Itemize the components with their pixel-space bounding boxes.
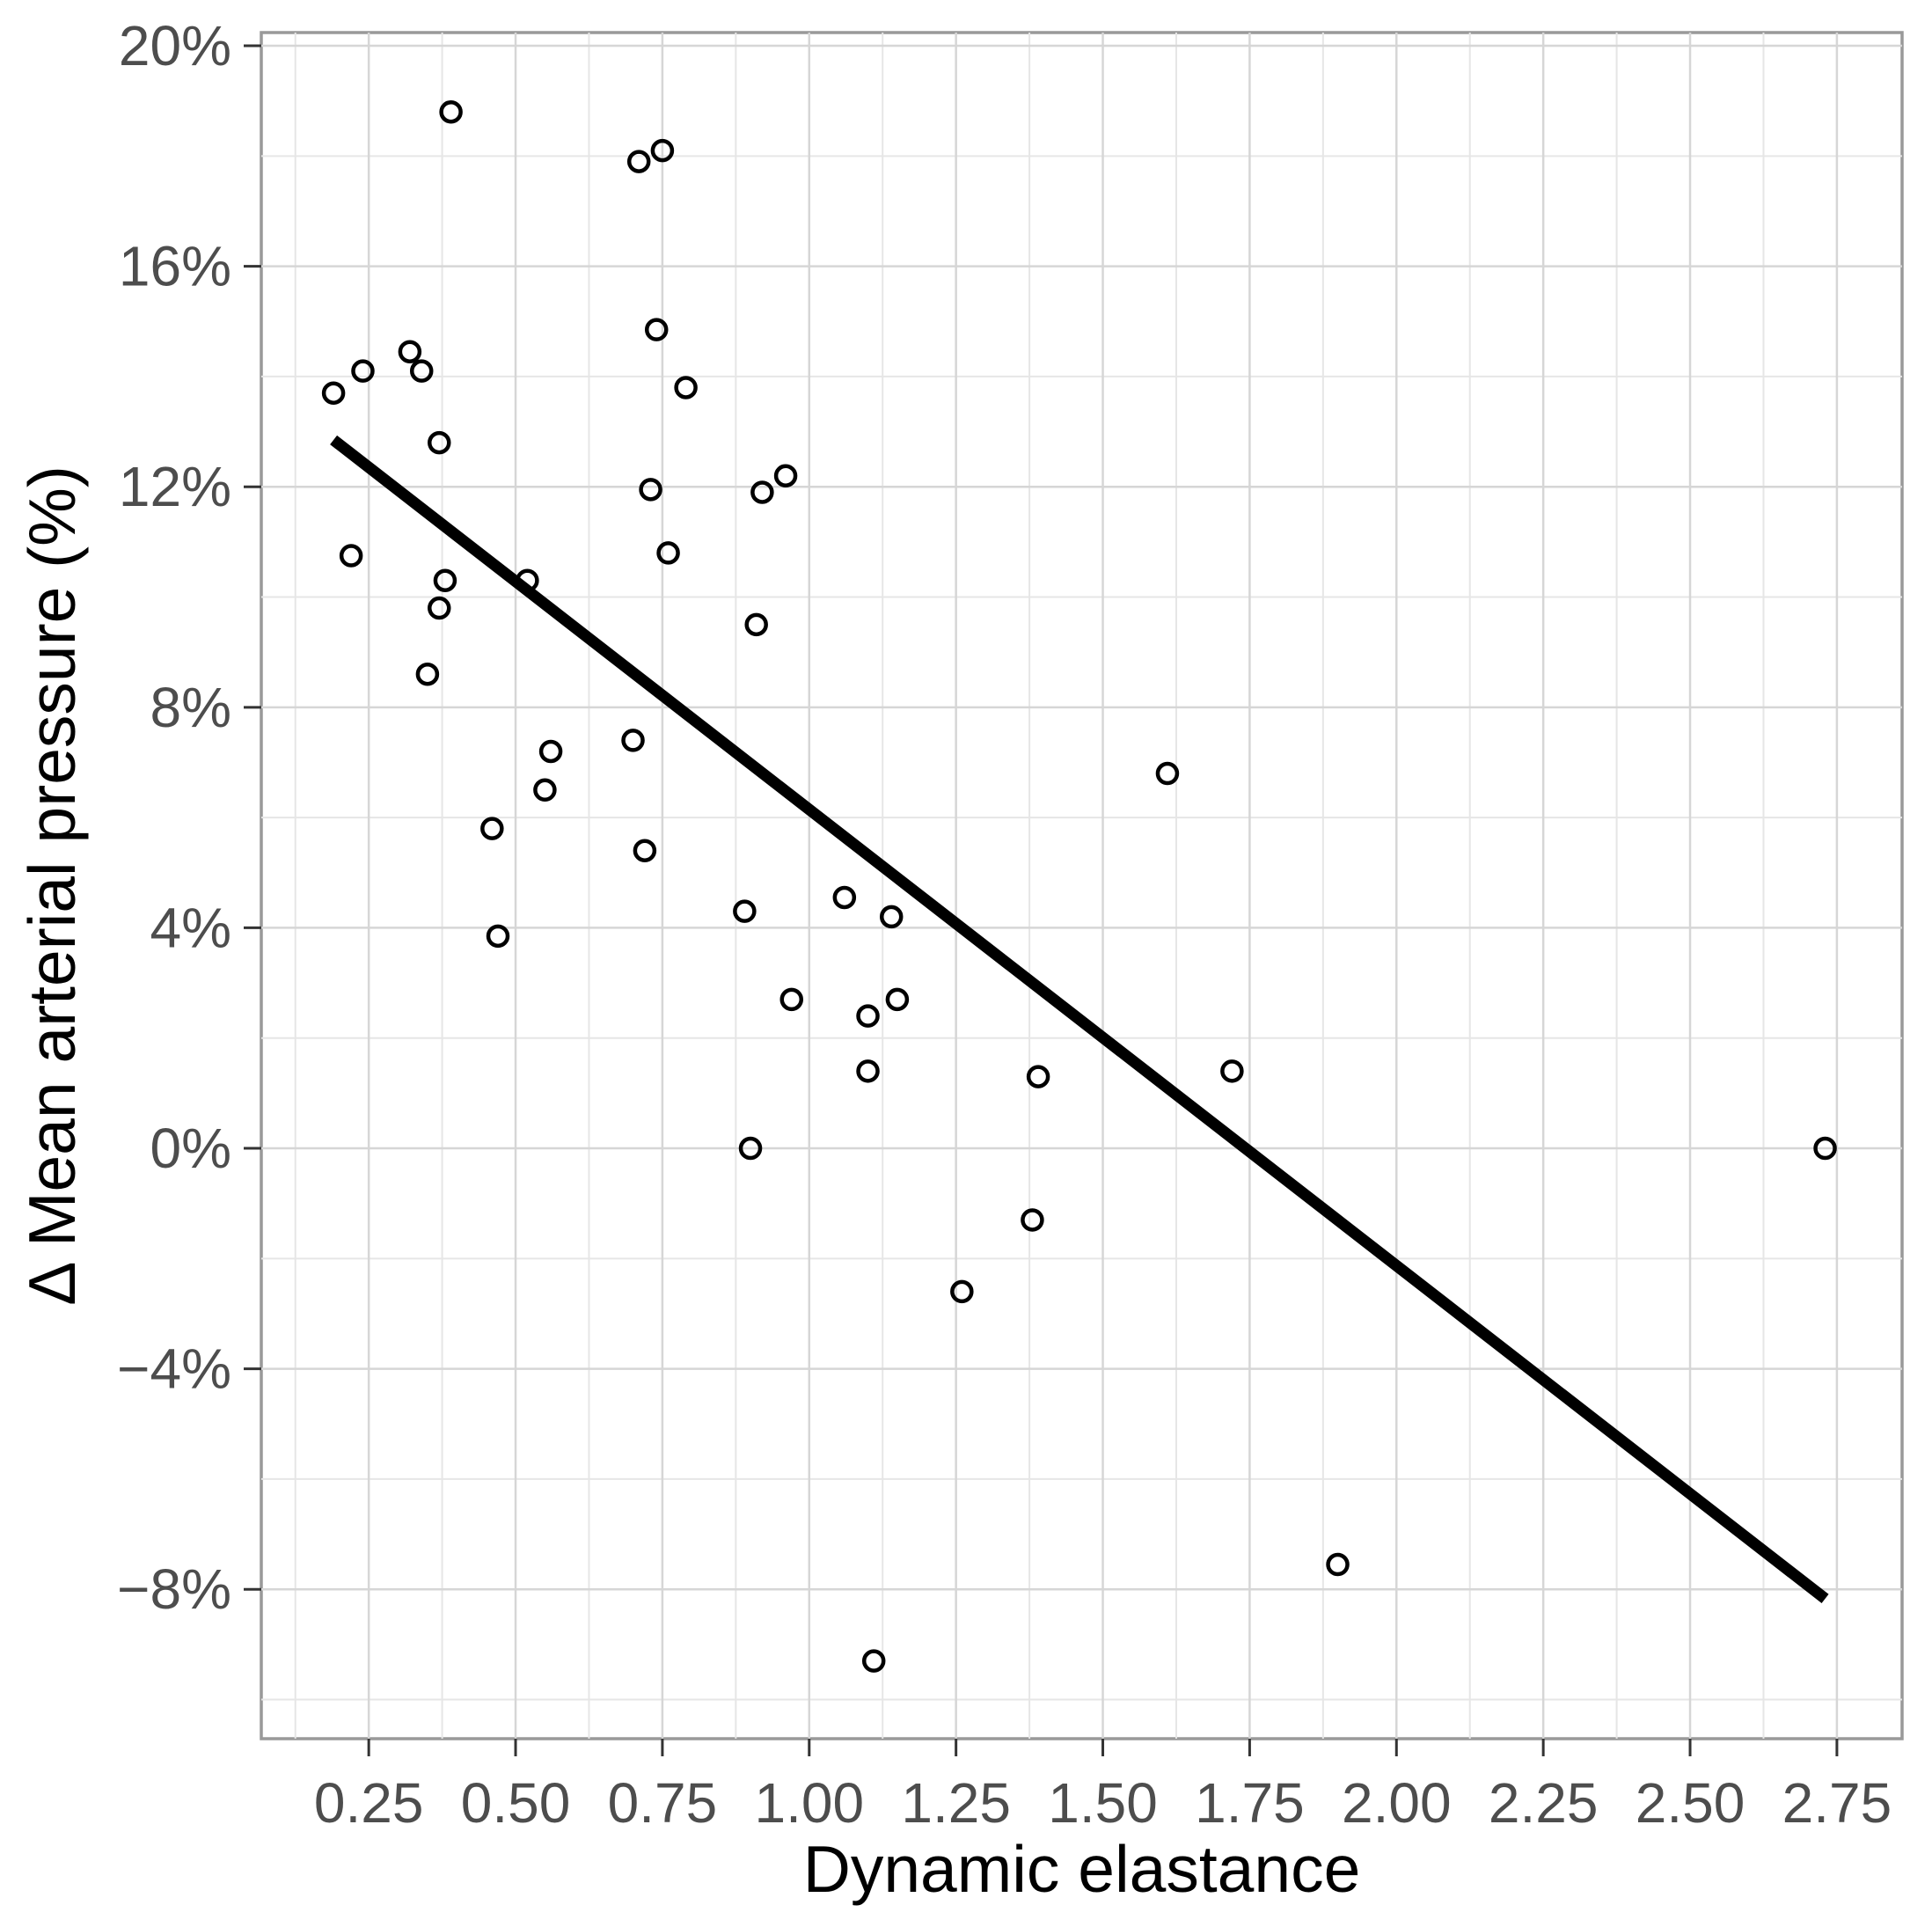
data-point (516, 568, 539, 592)
data-point (439, 99, 463, 124)
y-tick-label: 20% (119, 14, 231, 77)
y-tick-label: −8% (117, 1557, 231, 1621)
x-tick-label: 2.75 (1782, 1771, 1892, 1835)
x-tick-label: 2.00 (1342, 1771, 1452, 1835)
data-point (773, 464, 798, 487)
x-tick-label: 0.25 (314, 1771, 424, 1835)
data-point (879, 905, 904, 929)
data-point (950, 1279, 974, 1304)
data-point (750, 480, 774, 504)
x-tick-label: 2.25 (1489, 1771, 1599, 1835)
data-point (885, 987, 910, 1012)
data-point (626, 150, 651, 173)
data-point (744, 612, 768, 637)
data-point (656, 541, 680, 565)
data-point (674, 376, 698, 399)
data-point (398, 340, 422, 363)
data-point (644, 318, 669, 341)
x-axis-title: Dynamic elastance (803, 1832, 1361, 1906)
data-point (1026, 1065, 1050, 1088)
data-point (639, 478, 662, 502)
gridlines (261, 33, 1902, 1739)
data-point (433, 568, 457, 592)
data-point (738, 1136, 763, 1161)
data-point (415, 662, 440, 686)
data-point (633, 839, 657, 862)
data-point (538, 739, 563, 764)
data-point (621, 729, 645, 752)
data-point (339, 544, 363, 568)
y-tick-label: 4% (150, 896, 232, 959)
y-axis-title: Δ Mean arterial pressure (%) (15, 465, 89, 1306)
y-tick-label: 0% (150, 1117, 232, 1180)
data-point (1021, 1208, 1044, 1232)
data-point (533, 778, 557, 802)
data-point (428, 596, 451, 620)
data-point (486, 924, 510, 949)
data-point (861, 1649, 886, 1673)
data-point (650, 138, 675, 163)
axes: 0.25 0.50 0.75 1.00 1.25 1.50 1.75 2.00 2.25 2.50… (117, 14, 1892, 1835)
data-point (856, 1004, 880, 1028)
panel-background (260, 31, 1904, 1740)
y-tick-label: 8% (150, 676, 232, 739)
data-point (409, 359, 434, 383)
data-point (856, 1059, 880, 1083)
y-tick-label: 12% (119, 455, 231, 518)
x-tick-label: 0.75 (608, 1771, 718, 1835)
data-point (351, 359, 375, 383)
trend-line (330, 435, 1829, 1604)
data-point (1326, 1552, 1350, 1577)
data-point (321, 381, 346, 405)
data-point (428, 430, 451, 455)
x-tick-label: 1.75 (1195, 1771, 1305, 1835)
data-point (1220, 1059, 1244, 1083)
x-tick-label: 0.50 (461, 1771, 571, 1835)
x-tick-label: 2.50 (1636, 1771, 1745, 1835)
data-point (733, 899, 757, 923)
x-tick-label: 1.00 (754, 1771, 864, 1835)
data-point (1155, 761, 1180, 786)
data-point (480, 817, 504, 840)
data-point (779, 987, 804, 1012)
x-tick-label: 1.25 (901, 1771, 1011, 1835)
data-point (1813, 1136, 1837, 1161)
y-tick-label: −4% (117, 1337, 231, 1401)
plot-panel (260, 31, 1904, 1740)
data-point (832, 885, 857, 910)
data-points (321, 99, 1837, 1673)
y-tick-label: 16% (119, 235, 231, 298)
x-tick-label: 1.50 (1048, 1771, 1158, 1835)
